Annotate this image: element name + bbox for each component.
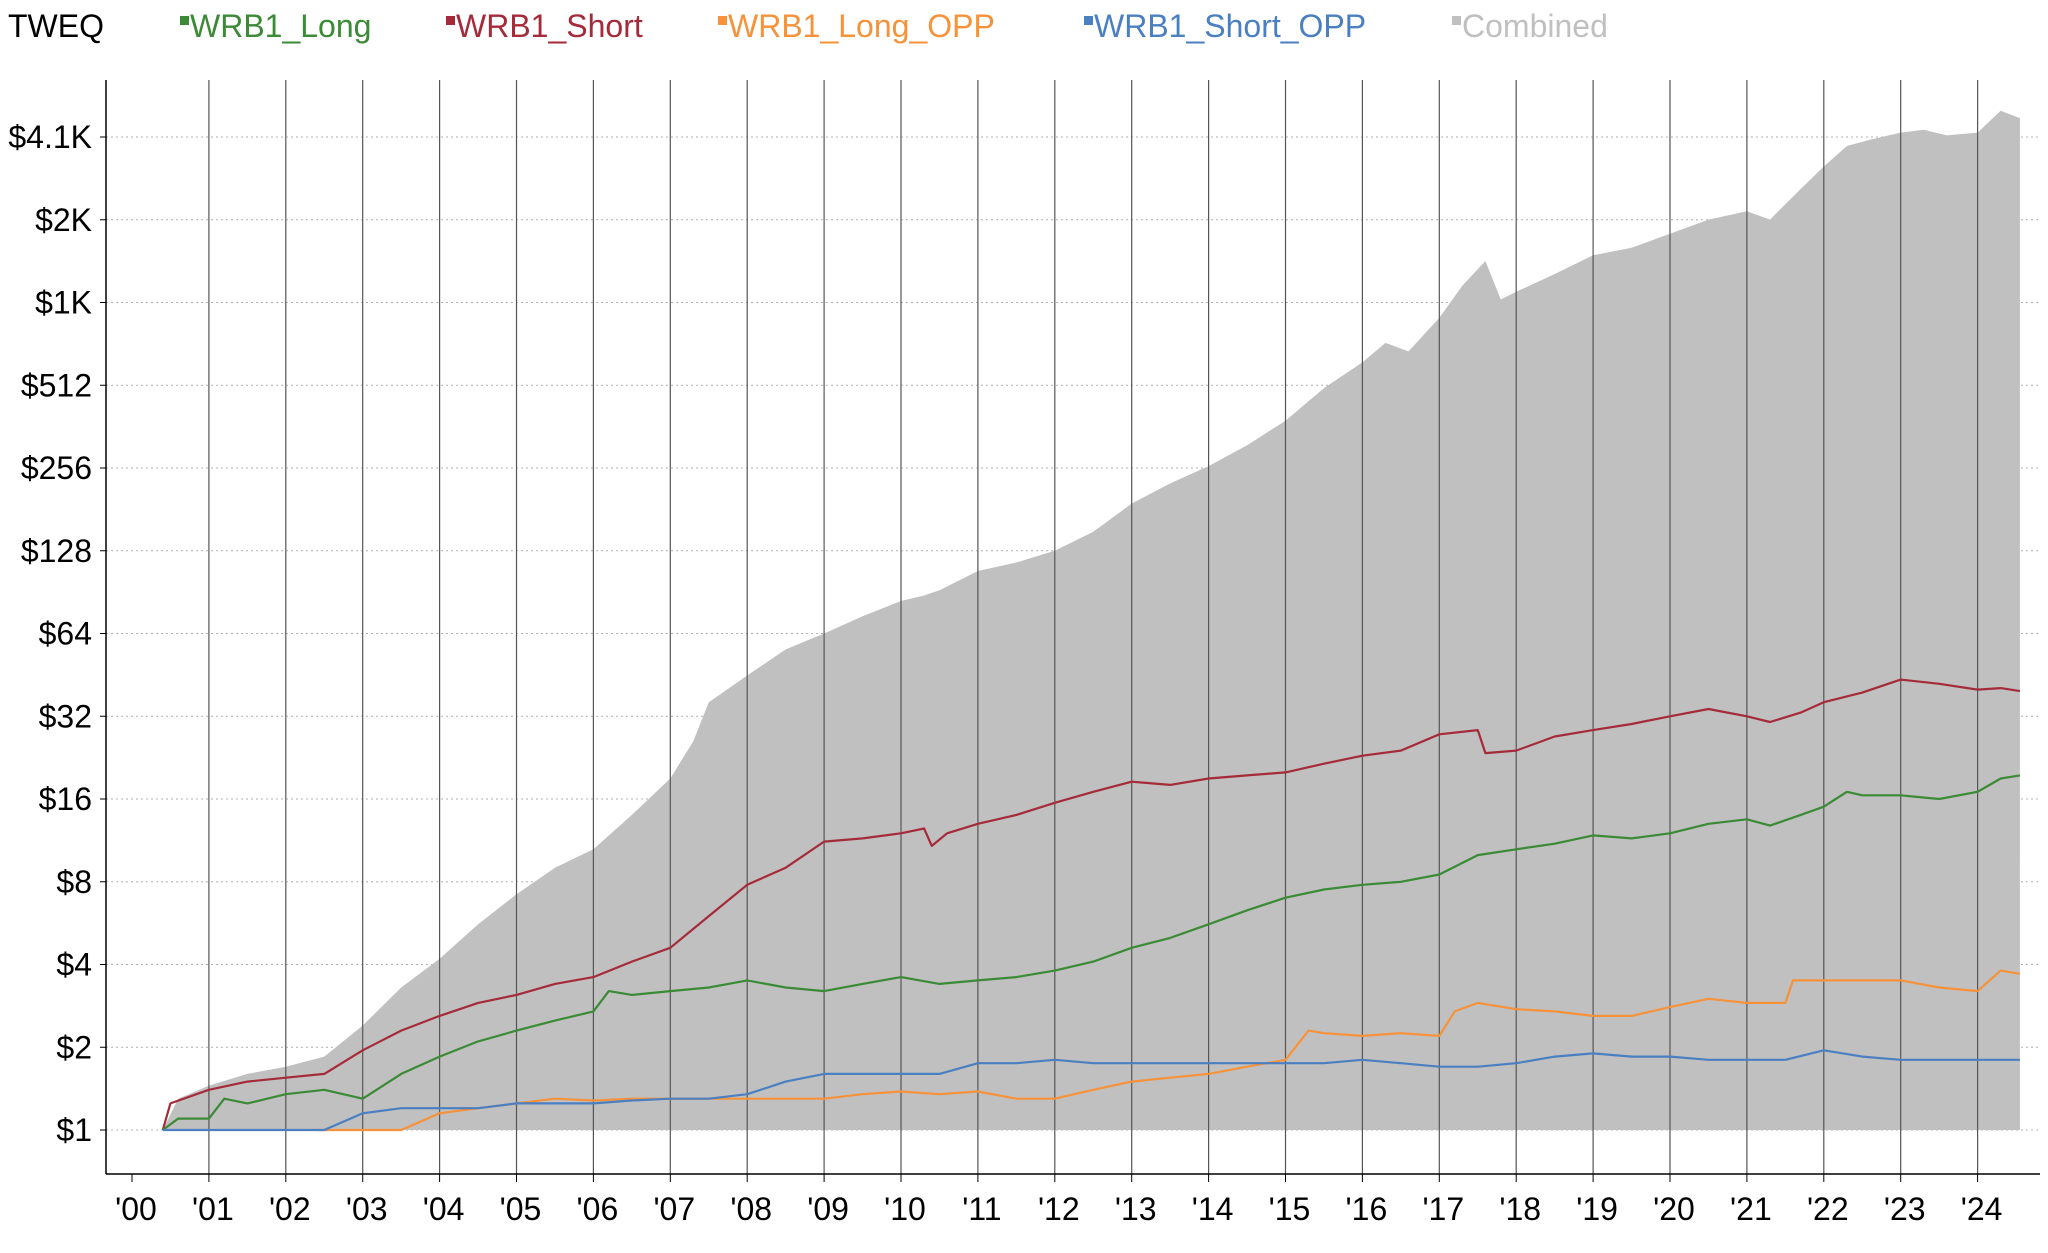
legend-label: Combined [1462, 8, 1608, 44]
series-line-wrb1-short-opp [162, 1049, 2020, 1132]
series-line-wrb1-long [162, 774, 2021, 1131]
x-tick-label: '17 [1422, 1191, 1464, 1227]
y-tick-label: $64 [39, 616, 92, 652]
x-tick-label: '11 [962, 1191, 1001, 1227]
x-tick-label: '00 [115, 1191, 157, 1227]
legend-item-wrb1-short-opp[interactable]: WRB1_Short_OPP [1084, 8, 1366, 45]
x-tick-label: '19 [1576, 1191, 1618, 1227]
legend-swatch-icon [718, 16, 727, 25]
x-tick-label: '20 [1653, 1191, 1695, 1227]
legend-item-wrb1-short[interactable]: WRB1_Short [446, 8, 643, 45]
x-tick-label: '13 [1115, 1191, 1157, 1227]
x-tick-label: '24 [1961, 1191, 2003, 1227]
x-tick-label: '12 [1038, 1191, 1080, 1227]
legend-label: WRB1_Short [456, 8, 643, 44]
legend-label: WRB1_Long_OPP [728, 8, 995, 44]
series-line-wrb1-long-opp [316, 969, 2021, 1132]
x-tick-label: '23 [1884, 1191, 1926, 1227]
x-tick-label: '16 [1346, 1191, 1388, 1227]
y-tick-label: $8 [56, 864, 92, 900]
chart-legend: TWEQ WRB1_Long WRB1_Short WRB1_Long_OPP … [0, 8, 2048, 48]
x-tick-label: '04 [423, 1191, 465, 1227]
x-tick-label: '10 [884, 1191, 926, 1227]
x-tick-label: '02 [269, 1191, 311, 1227]
x-tick-label: '21 [1730, 1191, 1772, 1227]
legend-swatch-icon [1452, 16, 1461, 25]
y-tick-label: $16 [39, 781, 92, 817]
y-tick-label: $1K [35, 285, 92, 321]
y-tick-label: $512 [21, 367, 92, 403]
legend-item-wrb1-long[interactable]: WRB1_Long [180, 8, 371, 45]
y-tick-label: $256 [21, 450, 92, 486]
x-tick-label: '15 [1269, 1191, 1311, 1227]
series-area-combined [162, 110, 2020, 1131]
x-tick-label: '01 [192, 1191, 234, 1227]
y-tick-label: $1 [56, 1112, 92, 1148]
legend-swatch-icon [1084, 16, 1093, 25]
y-tick-label: $2K [35, 202, 92, 238]
x-tick-label: '07 [653, 1191, 695, 1227]
x-tick-label: '03 [346, 1191, 388, 1227]
y-tick-label: $128 [21, 533, 92, 569]
y-tick-label: $32 [39, 698, 92, 734]
legend-label: WRB1_Long [190, 8, 372, 44]
series-line-wrb1-short [161, 678, 2021, 1131]
x-tick-label: '18 [1499, 1191, 1541, 1227]
x-tick-label: '14 [1192, 1191, 1234, 1227]
y-tick-label: $4 [56, 947, 92, 983]
x-tick-label: '05 [500, 1191, 542, 1227]
x-tick-label: '08 [730, 1191, 772, 1227]
x-tick-label: '06 [577, 1191, 619, 1227]
legend-label: WRB1_Short_OPP [1094, 8, 1367, 44]
legend-swatch-icon [180, 16, 189, 25]
x-tick-label: '09 [807, 1191, 849, 1227]
y-tick-label: $2 [56, 1029, 92, 1065]
legend-title: TWEQ [8, 8, 104, 44]
y-tick-label: $4.1K [8, 119, 92, 155]
legend-swatch-icon [446, 16, 455, 25]
legend-item-wrb1-long-opp[interactable]: WRB1_Long_OPP [718, 8, 995, 45]
x-tick-label: '22 [1807, 1191, 1849, 1227]
legend-item-combined[interactable]: Combined [1452, 8, 1608, 45]
